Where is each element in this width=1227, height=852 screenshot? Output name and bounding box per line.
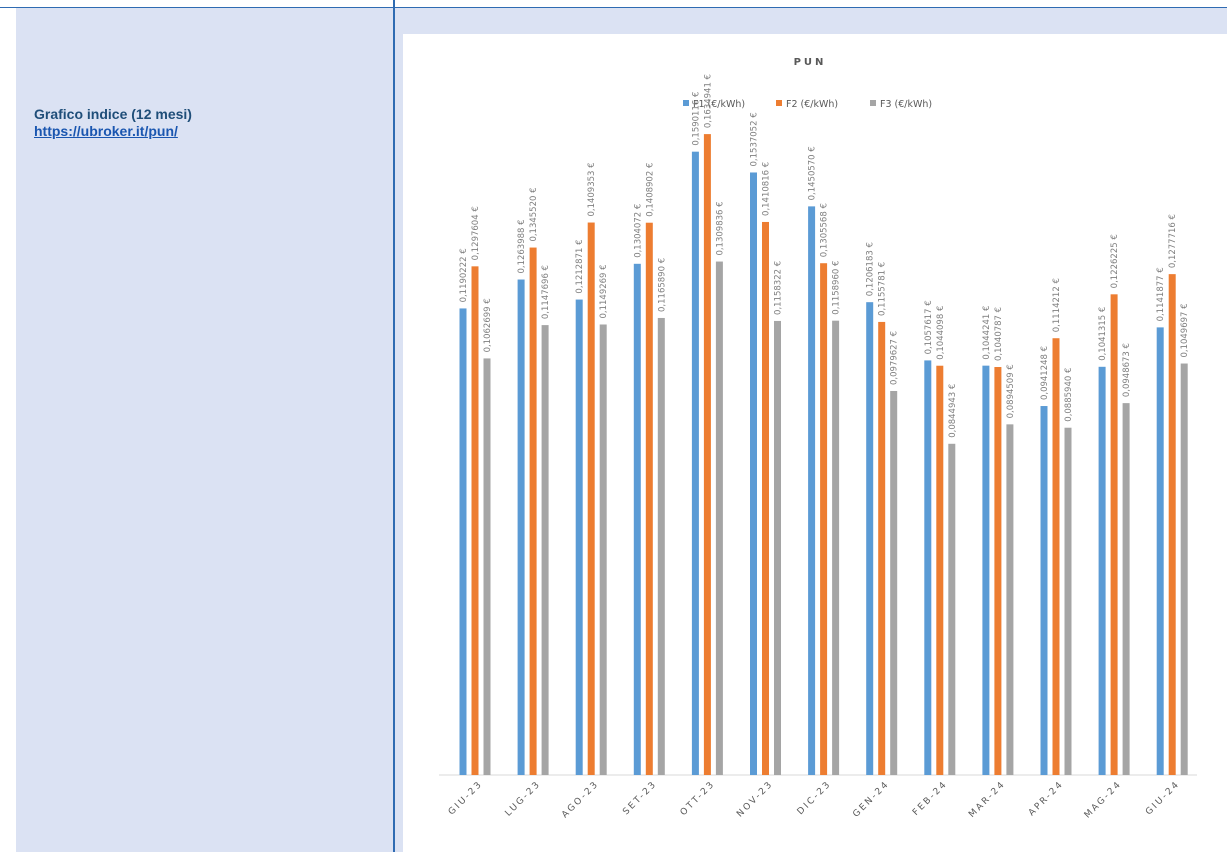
data-label: 0,1158322 € (774, 261, 784, 315)
data-label: 0,1158960 € (832, 261, 842, 315)
data-label: 0,1165890 € (657, 258, 667, 312)
bar-dic-23-f2 (820, 263, 827, 775)
chart-caption: Grafico indice (12 mesi) (34, 106, 192, 122)
data-label: 0,1450570 € (808, 146, 818, 200)
bar-mag-24-f1 (1099, 367, 1106, 775)
data-label: 0,1044098 € (936, 306, 946, 360)
data-label: 0,0948673 € (1122, 343, 1132, 397)
data-label: 0,1226225 € (1110, 234, 1120, 288)
bar-mar-24-f1 (982, 366, 989, 775)
data-label: 0,1114212 € (1052, 278, 1062, 332)
legend-label-f3: F3 (€/kWh) (880, 99, 932, 110)
pun-chart: PUN F1 (€/kWh) F2 (€/kWh) F3 (€/kWh) 0,119… (403, 34, 1227, 852)
data-label: 0,1147696 € (541, 265, 551, 319)
bar-set-23-f1 (634, 264, 641, 775)
data-label: 0,1155781 € (878, 262, 888, 316)
data-label: 0,1057617 € (924, 300, 934, 354)
legend-label-f2: F2 (€/kWh) (786, 99, 838, 110)
bar-apr-24-f3 (1065, 428, 1072, 775)
data-label: 0,1410816 € (762, 162, 772, 216)
bar-ago-23-f2 (588, 223, 595, 775)
data-label: 0,0941248 € (1040, 346, 1050, 400)
bar-mar-24-f3 (1006, 424, 1013, 775)
data-label: 0,1277716 € (1168, 214, 1178, 268)
data-label: 0,1149269 € (599, 264, 609, 318)
data-label: 0,1141877 € (1156, 267, 1166, 321)
bar-mag-24-f3 (1123, 403, 1130, 775)
data-label: 0,1297604 € (471, 206, 481, 260)
data-label: 0,1044241 € (982, 306, 992, 360)
bar-nov-23-f3 (774, 321, 781, 775)
data-label: 0,1345520 € (529, 187, 539, 241)
data-label: 0,1537052 € (750, 112, 760, 166)
legend-swatch-f2 (776, 100, 782, 106)
legend-swatch-f1 (683, 100, 689, 106)
bar-set-23-f3 (658, 318, 665, 775)
bar-apr-24-f2 (1053, 338, 1060, 775)
data-label: 0,1305568 € (820, 203, 830, 257)
bar-mar-24-f2 (994, 367, 1001, 775)
data-label: 0,0885940 € (1064, 368, 1074, 422)
bar-giu-23-f1 (460, 308, 467, 775)
data-label: 0,0979627 € (890, 331, 900, 385)
bar-giu-24-f3 (1181, 364, 1188, 775)
bar-lug-23-f2 (530, 248, 537, 775)
data-label: 0,0894509 € (1006, 364, 1016, 418)
bar-feb-24-f1 (924, 360, 931, 775)
bar-lug-23-f1 (518, 280, 525, 775)
bar-giu-24-f2 (1169, 274, 1176, 775)
bar-feb-24-f3 (948, 444, 955, 775)
bar-dic-23-f3 (832, 321, 839, 775)
data-label: 0,1590116 € (691, 92, 701, 146)
data-label: 0,1409353 € (587, 162, 597, 216)
data-label: 0,1190222 € (459, 248, 469, 302)
data-label: 0,1304072 € (633, 204, 643, 258)
bar-apr-24-f1 (1041, 406, 1048, 775)
pun-link[interactable]: https://ubroker.it/pun/ (34, 123, 178, 139)
chart-title: PUN (794, 57, 827, 68)
bar-gen-24-f3 (890, 391, 897, 775)
data-label: 0,1309836 € (715, 201, 725, 255)
bar-ago-23-f1 (576, 300, 583, 775)
bar-ott-23-f3 (716, 262, 723, 775)
data-label: 0,1263988 € (517, 219, 527, 273)
data-label: 0,1212871 € (575, 239, 585, 293)
bar-giu-24-f1 (1157, 327, 1164, 775)
data-label: 0,1040787 € (994, 307, 1004, 361)
bar-giu-23-f3 (484, 358, 491, 775)
bar-nov-23-f1 (750, 172, 757, 775)
bar-mag-24-f2 (1111, 294, 1118, 775)
bar-ott-23-f1 (692, 152, 699, 775)
data-label: 0,1206183 € (866, 242, 876, 296)
bar-gen-24-f2 (878, 322, 885, 775)
bar-nov-23-f2 (762, 222, 769, 775)
bar-ott-23-f2 (704, 134, 711, 775)
bar-set-23-f2 (646, 223, 653, 775)
data-label: 0,0844943 € (948, 384, 958, 438)
data-label: 0,1634941 € (703, 74, 713, 128)
data-label: 0,1049697 € (1180, 303, 1190, 357)
bar-giu-23-f2 (472, 266, 479, 775)
bar-gen-24-f1 (866, 302, 873, 775)
bar-lug-23-f3 (542, 325, 549, 775)
data-label: 0,1408902 € (645, 163, 655, 217)
data-label: 0,1041315 € (1098, 307, 1108, 361)
bar-feb-24-f2 (936, 366, 943, 775)
legend-swatch-f3 (870, 100, 876, 106)
legend: F1 (€/kWh) F2 (€/kWh) F3 (€/kWh) (683, 99, 932, 110)
data-label: 0,1062699 € (483, 298, 493, 352)
bar-dic-23-f1 (808, 206, 815, 775)
bar-ago-23-f3 (600, 324, 607, 775)
